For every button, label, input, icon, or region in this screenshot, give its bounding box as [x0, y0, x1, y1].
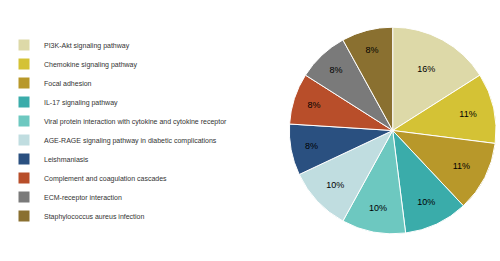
svg-text:Staphylococcus aureus infectio: Staphylococcus aureus infection — [44, 213, 144, 221]
svg-text:16%: 16% — [417, 64, 435, 74]
svg-text:8%: 8% — [305, 141, 318, 151]
svg-text:ECM-receptor interaction: ECM-receptor interaction — [44, 194, 122, 202]
svg-text:10%: 10% — [417, 197, 435, 207]
svg-text:8%: 8% — [330, 65, 343, 75]
svg-text:11%: 11% — [459, 109, 476, 119]
svg-text:Viral protein interaction with: Viral protein interaction with cytokine … — [44, 118, 227, 126]
svg-text:Chemokine signaling pathway: Chemokine signaling pathway — [44, 61, 137, 69]
svg-text:IL-17 signaling pathway: IL-17 signaling pathway — [44, 99, 118, 107]
svg-text:8%: 8% — [366, 45, 379, 55]
svg-text:11%: 11% — [453, 161, 470, 171]
svg-text:10%: 10% — [369, 203, 387, 213]
svg-text:Complement and coagulation cas: Complement and coagulation cascades — [44, 175, 167, 183]
svg-text:AGE-RAGE signaling pathway in: AGE-RAGE signaling pathway in diabetic c… — [44, 137, 217, 145]
svg-text:Leishmaniasis: Leishmaniasis — [44, 156, 89, 163]
svg-text:8%: 8% — [307, 100, 320, 110]
svg-text:PI3K-Akt signaling pathway: PI3K-Akt signaling pathway — [44, 42, 130, 50]
svg-text:Focal adhesion: Focal adhesion — [44, 80, 92, 87]
svg-text:10%: 10% — [326, 180, 344, 190]
